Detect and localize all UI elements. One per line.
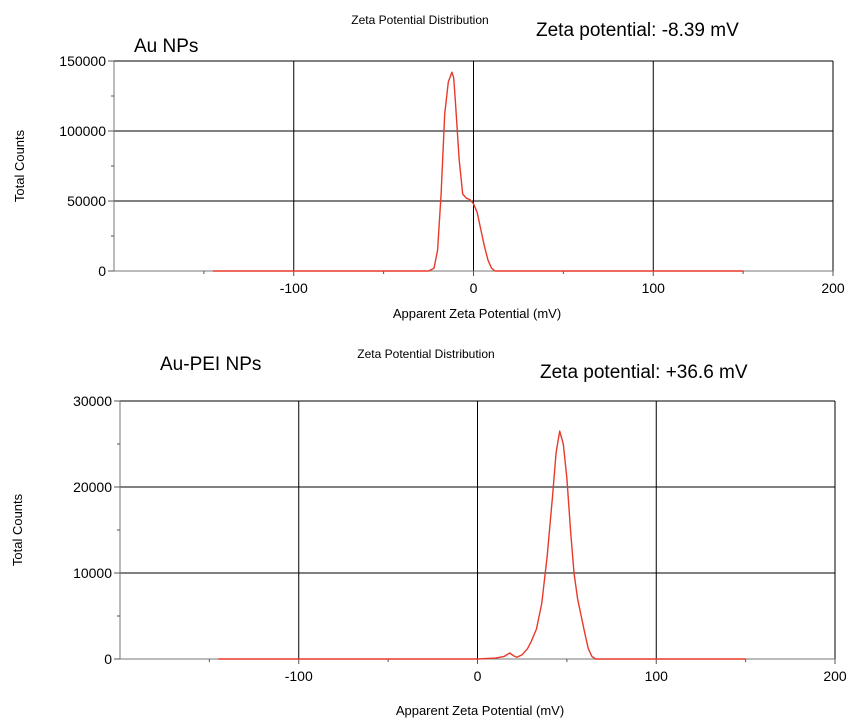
chart-au-nps: Zeta Potential Distribution Au NPs Zeta … — [12, 13, 845, 321]
y-tick-label: 30000 — [73, 393, 112, 409]
y-tick-label: 0 — [98, 263, 106, 279]
x-tick-label: 0 — [474, 668, 482, 684]
sample-label: Au-PEI NPs — [160, 354, 261, 375]
x-tick-label: 200 — [821, 280, 845, 296]
zeta-annotation: Zeta potential: +36.6 mV — [540, 362, 748, 383]
y-tick-label: 10000 — [73, 565, 112, 581]
x-tick-label: -100 — [285, 668, 313, 684]
chart-au-pei-nps: Zeta Potential Distribution Au-PEI NPs Z… — [10, 347, 847, 718]
y-tick-label: 50000 — [67, 193, 106, 209]
y-axis-label: Total Counts — [10, 493, 25, 566]
x-tick-label: 100 — [642, 280, 666, 296]
x-axis-label: Apparent Zeta Potential (mV) — [393, 306, 561, 321]
x-tick-label: 100 — [645, 668, 669, 684]
y-tick-label: 20000 — [73, 479, 112, 495]
x-tick-label: -100 — [280, 280, 308, 296]
x-tick-label: 0 — [470, 280, 478, 296]
y-tick-label: 100000 — [59, 123, 106, 139]
y-tick-label: 0 — [104, 651, 112, 667]
chart-title: Zeta Potential Distribution — [351, 13, 488, 27]
series-line — [218, 430, 746, 660]
series-line — [212, 71, 744, 272]
y-tick-label: 150000 — [59, 53, 106, 69]
x-tick-label: 200 — [823, 668, 847, 684]
chart-title: Zeta Potential Distribution — [357, 347, 494, 361]
x-axis-label: Apparent Zeta Potential (mV) — [396, 703, 564, 718]
zeta-annotation: Zeta potential: -8.39 mV — [536, 20, 739, 41]
sample-label: Au NPs — [134, 36, 198, 57]
y-axis-label: Total Counts — [12, 129, 27, 202]
